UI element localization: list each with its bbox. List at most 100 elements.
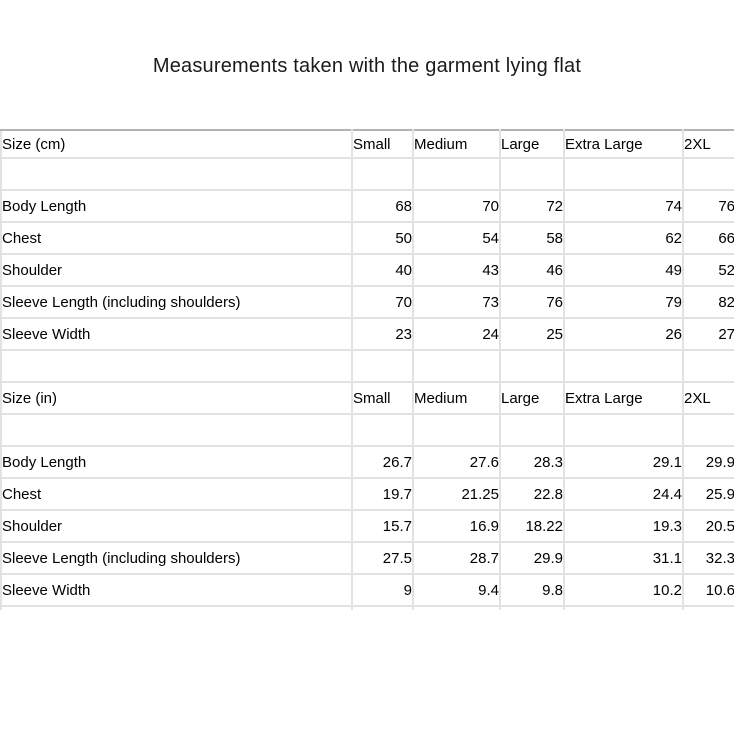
size-unit-header: Size (in) [1,382,352,415]
size-column-header: Extra Large [563,130,683,159]
table-row: Sleeve Length (including shoulders) 70 73 7… [1,286,734,319]
size-column-header: Medium [412,130,500,159]
empty-cell [412,606,500,610]
measurement-value: 73 [412,286,500,319]
empty-cell [412,414,500,447]
measurement-value: 27.6 [412,446,500,479]
table-row [1,414,734,447]
empty-cell [563,414,683,447]
size-column-header: Medium [412,382,500,415]
table-row: Body Length 68 70 72 74 76 [1,190,734,223]
measurement-value: 9.4 [412,574,500,607]
measurement-value: 19.7 [351,478,413,511]
table-row: Chest 50 54 58 62 66 [1,222,734,255]
measurement-value: 27.5 [351,542,413,575]
empty-cell [1,414,352,447]
measurement-value: 16.9 [412,510,500,543]
empty-cell [682,350,734,383]
empty-cell [1,158,352,191]
measurement-value: 74 [563,190,683,223]
measurement-label: Sleeve Width [1,574,352,607]
measurement-value: 26.7 [351,446,413,479]
measurement-value: 72 [499,190,564,223]
table-row: Chest 19.7 21.25 22.8 24.4 25.9 [1,478,734,511]
measurement-value: 43 [412,254,500,287]
measurement-value: 54 [412,222,500,255]
measurement-value: 22.8 [499,478,564,511]
table-row: Body Length 26.7 27.6 28.3 29.1 29.9 [1,446,734,479]
measurement-value: 25.9 [682,478,734,511]
measurement-value: 82 [682,286,734,319]
measurement-value: 24.4 [563,478,683,511]
empty-cell [682,606,734,610]
table-row: Size (in) Small Medium Large Extra Large 2XL [1,382,734,415]
size-column-header: 2XL [682,382,734,415]
empty-cell [563,606,683,610]
table-row: Shoulder 40 43 46 49 52 [1,254,734,287]
measurement-value: 52 [682,254,734,287]
table-row [1,350,734,383]
empty-cell [499,350,564,383]
empty-cell [682,414,734,447]
page-title: Measurements taken with the garment lyin… [152,55,582,77]
measurement-value: 20.5 [682,510,734,543]
measurement-value: 26 [563,318,683,351]
measurement-value: 27 [682,318,734,351]
table-row: Sleeve Length (including shoulders) 27.5 2… [1,542,734,575]
empty-cell [351,350,413,383]
measurement-value: 76 [499,286,564,319]
measurement-value: 49 [563,254,683,287]
empty-cell [351,414,413,447]
measurement-label: Shoulder [1,254,352,287]
empty-cell [412,158,500,191]
size-column-header: Large [499,382,564,415]
measurement-label: Body Length [1,446,352,479]
table-row: Sleeve Width 23 24 25 26 27 [1,318,734,351]
measurement-label: Sleeve Width [1,318,352,351]
measurement-value: 18.22 [499,510,564,543]
table-row: Shoulder 15.7 16.9 18.22 19.3 20.5 [1,510,734,543]
table-row: Size (cm) Small Medium Large Extra Large 2XL [1,130,734,159]
measurement-value: 23 [351,318,413,351]
size-column-header: Small [351,130,413,159]
measurement-value: 24 [412,318,500,351]
empty-cell [682,158,734,191]
empty-cell [351,606,413,610]
measurement-label: Body Length [1,190,352,223]
measurement-value: 58 [499,222,564,255]
measurement-value: 10.2 [563,574,683,607]
measurement-value: 62 [563,222,683,255]
measurement-label: Chest [1,478,352,511]
table-row [1,158,734,191]
size-column-header: 2XL [682,130,734,159]
measurement-label: Shoulder [1,510,352,543]
measurement-value: 10.6 [682,574,734,607]
measurement-value: 70 [351,286,413,319]
empty-cell [1,350,352,383]
empty-cell [499,414,564,447]
empty-cell [499,158,564,191]
measurement-value: 66 [682,222,734,255]
measurement-value: 21.25 [412,478,500,511]
empty-cell [351,158,413,191]
size-column-header: Extra Large [563,382,683,415]
measurement-value: 25 [499,318,564,351]
measurement-value: 9.8 [499,574,564,607]
measurement-value: 28.3 [499,446,564,479]
size-column-header: Large [499,130,564,159]
size-chart-table: Size (cm) Small Medium Large Extra Large 2XL B… [0,129,734,610]
empty-cell [563,350,683,383]
measurement-value: 9 [351,574,413,607]
empty-cell [1,606,352,610]
measurement-value: 70 [412,190,500,223]
empty-cell [499,606,564,610]
measurement-value: 32.3 [682,542,734,575]
measurement-label: Sleeve Length (including shoulders) [1,542,352,575]
empty-cell [412,350,500,383]
size-unit-header: Size (cm) [1,130,352,159]
measurement-value: 29.9 [499,542,564,575]
measurement-value: 40 [351,254,413,287]
measurement-value: 50 [351,222,413,255]
measurement-value: 28.7 [412,542,500,575]
